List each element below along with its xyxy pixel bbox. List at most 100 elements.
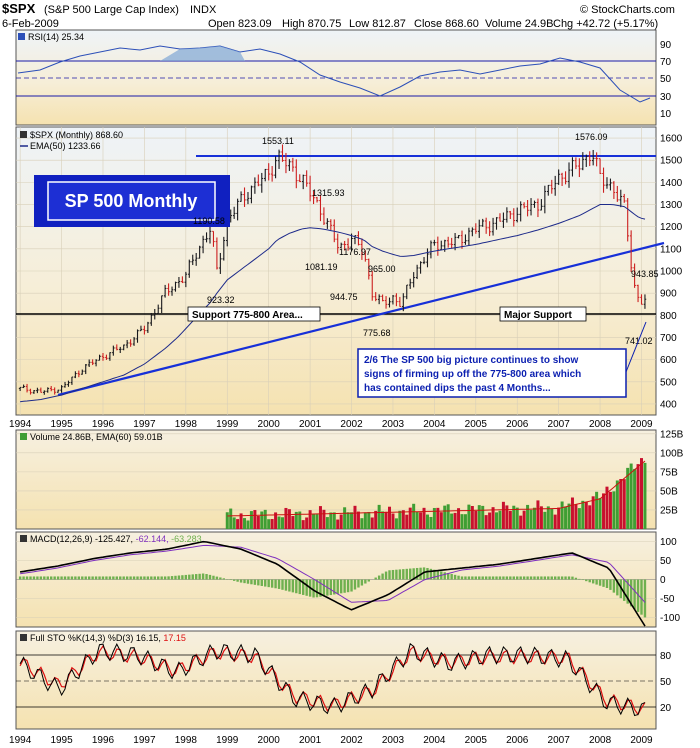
volume-bar — [377, 504, 381, 529]
macd-hist-bar — [22, 576, 25, 580]
macd-hist-bar — [170, 576, 174, 580]
bottom-x-tick: 2003 — [382, 735, 405, 746]
volume-bar — [564, 506, 568, 529]
volume-bar — [512, 505, 516, 529]
macd-hist-bar — [612, 579, 616, 593]
macd-hist-bar — [253, 579, 257, 585]
macd-hist-bar — [291, 579, 295, 593]
volume-bar — [622, 479, 626, 529]
volume-bar — [577, 508, 581, 529]
bottom-x-tick: 1997 — [133, 735, 156, 746]
volume-bar — [270, 519, 274, 529]
price-x-tick: 2006 — [506, 419, 529, 430]
macd-hist-bar — [25, 576, 29, 580]
price-label: 923.32 — [207, 295, 235, 305]
volume-bar — [443, 505, 447, 529]
price-label: 775.68 — [363, 328, 391, 338]
macd-hist-bar — [343, 579, 346, 593]
price-tick: 1100 — [660, 244, 682, 255]
macd-hist-bar — [339, 579, 343, 594]
macd-hist-bar — [619, 579, 622, 599]
header-date: 6-Feb-2009 — [2, 18, 59, 30]
volume-bar — [267, 519, 271, 529]
macd-hist-bar — [53, 576, 56, 580]
volume-bar — [529, 509, 533, 529]
macd-hist-bar — [236, 579, 239, 582]
macd-hist-bar — [443, 572, 446, 580]
macd-hist-bar — [478, 576, 481, 580]
bottom-x-tick: 2009 — [630, 735, 653, 746]
macd-hist-bar — [616, 579, 619, 596]
volume-bar — [557, 507, 561, 529]
rsi-label: RSI(14) 25.34 — [28, 32, 84, 42]
macd-hist-bar — [598, 579, 602, 586]
volume-bar — [412, 503, 416, 529]
macd-hist-bar — [32, 576, 36, 580]
macd-y-axis: -100 -50 0 50 100 — [660, 537, 680, 624]
volume-bar — [367, 511, 371, 529]
macd-hist-bar — [191, 574, 194, 580]
rsi-tick: 10 — [660, 109, 672, 120]
price-label: 944.75 — [330, 292, 358, 302]
macd-hist-bar — [502, 576, 505, 580]
volume-bar — [308, 510, 312, 529]
price-x-tick: 2000 — [258, 419, 281, 430]
price-label: 1081.19 — [305, 262, 338, 272]
volume-bar — [522, 510, 526, 529]
volume-ema-line — [227, 460, 646, 517]
macd-hist-bar — [91, 576, 94, 580]
stochastic-panel: 80 50 20 Full STO %K(14,3) %D(3) 16.15, … — [15, 630, 672, 730]
support-annotation-right: Major Support — [499, 306, 587, 322]
price-x-tick: 1995 — [50, 419, 73, 430]
volume-bar — [339, 514, 343, 529]
title-box-text: SP 500 Monthly — [65, 191, 198, 211]
price-label: 1576.09 — [575, 132, 608, 142]
macd-hist-bar — [491, 576, 495, 580]
volume-bar — [484, 515, 488, 529]
macd-hist-bar — [353, 579, 357, 590]
note-line-2: signs of firming up off the 775-800 area… — [364, 369, 581, 380]
macd-hist-bar — [395, 569, 398, 580]
volume-bar — [294, 511, 298, 529]
volume-bar — [546, 506, 550, 529]
macd-hist-bar — [426, 567, 429, 580]
macd-hist-bar — [360, 579, 364, 586]
price-label-title: $SPX (Monthly) 868.60 — [30, 130, 123, 140]
macd-hist-bar — [522, 576, 526, 580]
volume-bar — [360, 518, 364, 529]
macd-hist-bar — [302, 579, 305, 595]
macd-hist-bar — [257, 579, 260, 586]
macd-hist-bar — [39, 576, 43, 580]
macd-hist-bar — [574, 577, 578, 580]
volume-bar — [508, 510, 512, 529]
macd-label-b: -62.144, — [136, 534, 169, 544]
macd-hist-bar — [153, 576, 156, 580]
volume-bar — [629, 463, 633, 529]
macd-hist-bar — [350, 579, 353, 592]
volume-bar — [519, 515, 523, 529]
note-line-1: 2/6 The SP 500 big picture continues to … — [364, 355, 579, 366]
volume-tick: 25B — [660, 505, 678, 516]
macd-hist-bar — [56, 576, 60, 580]
macd-hist-bar — [29, 576, 32, 580]
volume-bar — [284, 507, 288, 529]
volume-bar — [488, 512, 492, 529]
macd-hist-bar — [529, 576, 533, 580]
price-x-tick: 2008 — [589, 419, 612, 430]
macd-hist-bar — [188, 574, 191, 580]
macd-hist-bar — [629, 579, 633, 607]
macd-hist-bar — [112, 576, 115, 580]
sto-k-line — [19, 642, 646, 717]
rsi-line — [17, 45, 651, 103]
volume-bar — [318, 506, 322, 529]
volume-bar — [425, 514, 429, 529]
macd-hist-bar — [402, 569, 405, 580]
bottom-x-tick: 2004 — [423, 735, 446, 746]
header-change: Chg +42.72 (+5.17%) — [553, 18, 658, 30]
volume-bar — [336, 519, 340, 529]
macd-hist-bar — [422, 567, 426, 580]
volume-tick: 50B — [660, 486, 678, 497]
macd-hist-bar — [367, 579, 370, 582]
macd-hist-bar — [415, 567, 419, 580]
macd-hist-bar — [512, 576, 515, 580]
